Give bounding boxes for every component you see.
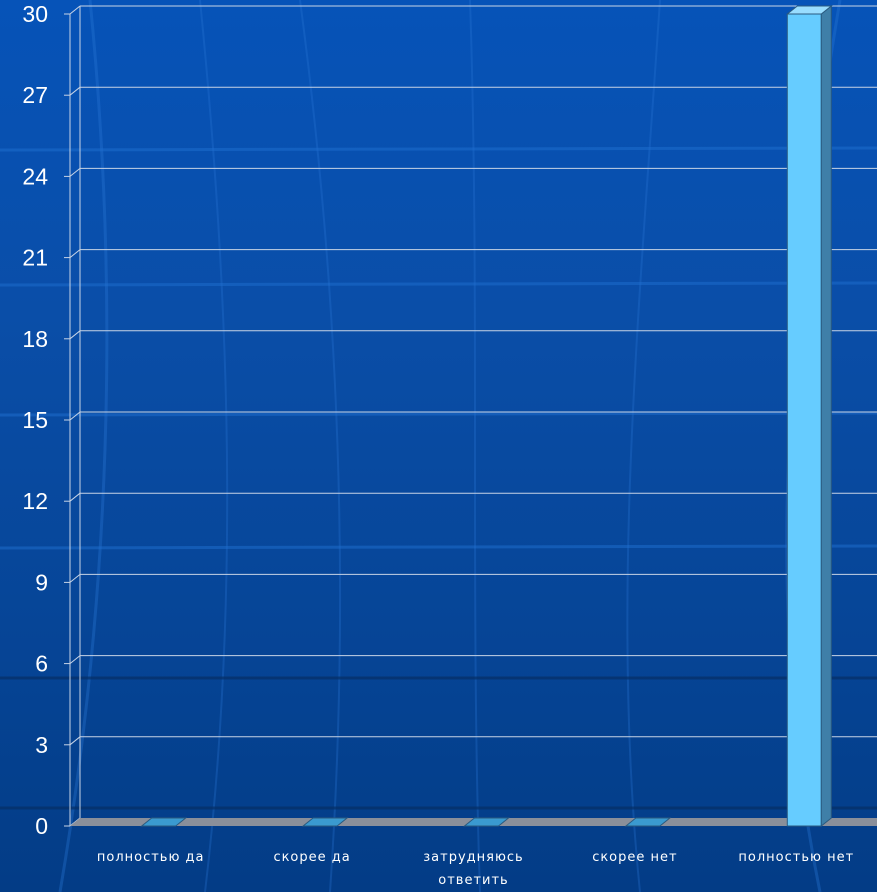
x-axis-labels: полностью да скорее да затрудняюсь ответить…	[97, 850, 854, 888]
gridline-depth	[69, 574, 81, 583]
y-tick-label: 12	[22, 488, 48, 514]
bar-top	[301, 817, 349, 827]
x-tick-label: полностью да	[97, 850, 205, 865]
gridline-depth	[69, 249, 81, 258]
y-tick-label: 21	[22, 245, 48, 271]
bar	[301, 817, 349, 827]
bar	[140, 817, 188, 827]
bar	[785, 4, 833, 828]
bar-top	[463, 817, 510, 827]
bar-top	[140, 817, 188, 827]
y-tick-label: 27	[22, 82, 48, 108]
y-tick-label: 0	[35, 813, 48, 839]
y-tick-label: 3	[35, 732, 48, 758]
bar-top	[785, 5, 833, 15]
gridline-depth	[69, 5, 81, 15]
gridline-depth	[69, 86, 81, 96]
bar-top	[624, 817, 672, 827]
y-tick-label: 15	[22, 407, 48, 433]
y-tick-label: 18	[22, 326, 48, 352]
x-tick-label: полностью нет	[738, 850, 854, 865]
gridline-depth	[69, 168, 81, 177]
grid	[69, 5, 877, 827]
bar-side	[820, 4, 832, 828]
bars	[140, 4, 833, 828]
gridline-depth	[69, 411, 81, 421]
gridline-depth	[69, 655, 81, 664]
y-tick-label: 6	[35, 651, 48, 677]
gridline-depth	[69, 330, 81, 340]
x-tick-label: скорее нет	[592, 850, 677, 865]
bar-front	[786, 13, 822, 827]
x-tick-label: скорее да	[273, 850, 350, 865]
bar	[624, 817, 672, 827]
bar	[463, 817, 510, 827]
gridline-depth	[69, 492, 81, 502]
y-tick-label: 9	[35, 569, 48, 595]
y-tick-label: 30	[22, 1, 48, 27]
x-tick-label: затрудняюсь ответить	[423, 850, 523, 888]
y-axis-ticks: 0 3 6 9 12 15 18 21 24 27 30	[22, 1, 70, 839]
y-tick-label: 24	[22, 163, 48, 189]
gridline-depth	[69, 736, 81, 746]
